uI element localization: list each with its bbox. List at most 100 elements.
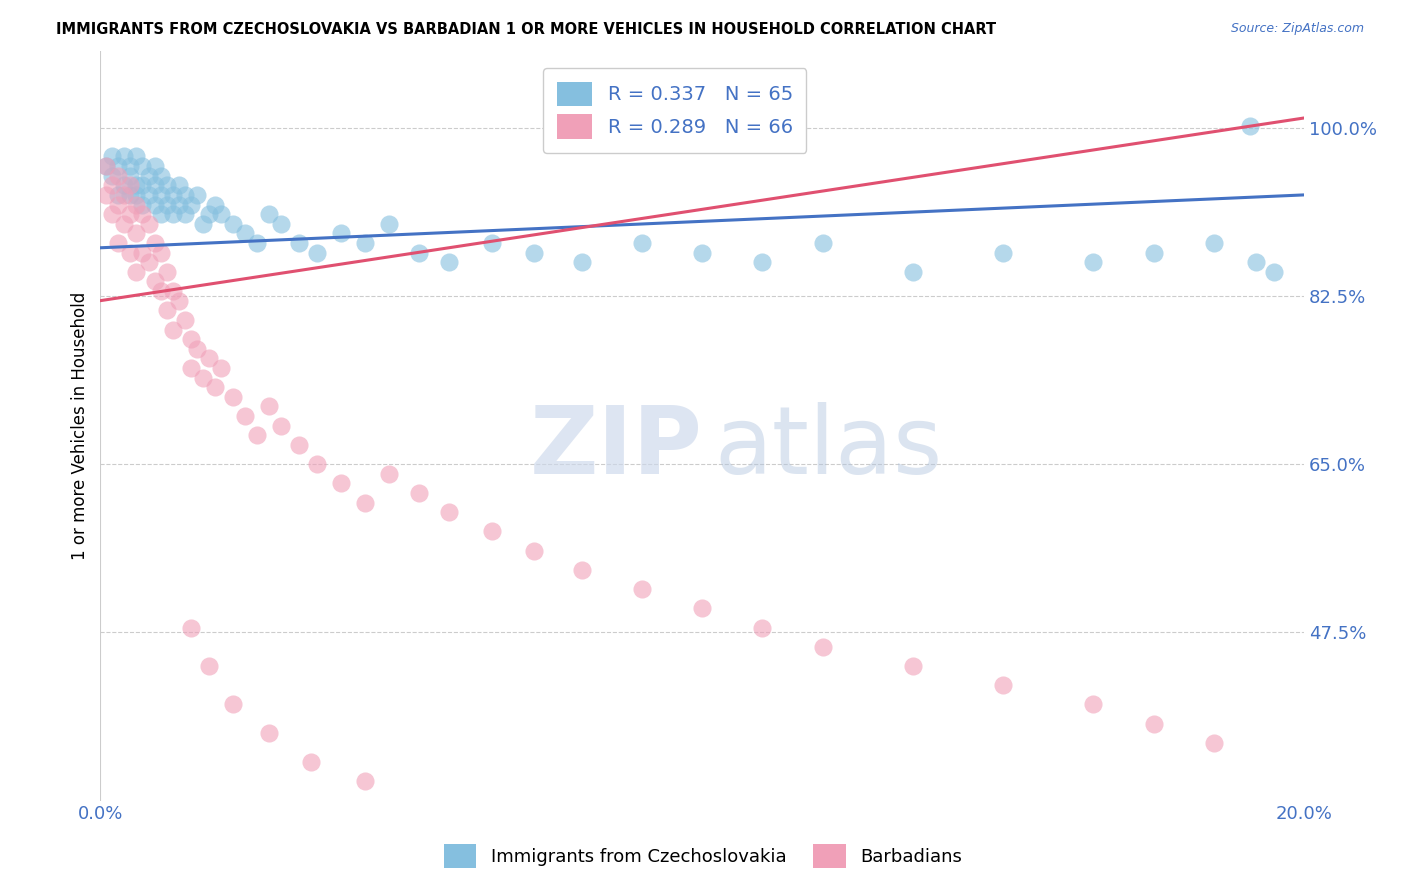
Point xyxy=(1244,255,1267,269)
Point xyxy=(149,207,172,221)
Point xyxy=(96,187,118,202)
Point xyxy=(125,178,148,193)
Point xyxy=(107,159,129,173)
Point xyxy=(112,149,135,163)
Point xyxy=(811,640,834,654)
Point xyxy=(1083,698,1105,712)
Text: atlas: atlas xyxy=(714,402,942,494)
Point xyxy=(143,159,166,173)
Point xyxy=(901,265,924,279)
Point xyxy=(354,774,377,789)
Point xyxy=(143,275,166,289)
Point xyxy=(1202,736,1225,750)
Legend: Immigrants from Czechoslovakia, Barbadians: Immigrants from Czechoslovakia, Barbadia… xyxy=(433,834,973,879)
Point xyxy=(131,178,153,193)
Point xyxy=(233,227,256,241)
Text: ZIP: ZIP xyxy=(529,402,702,494)
Point xyxy=(330,227,353,241)
Point xyxy=(107,187,129,202)
Point xyxy=(439,255,461,269)
Point xyxy=(143,197,166,211)
Point xyxy=(162,322,184,336)
Point xyxy=(257,207,280,221)
Point xyxy=(131,245,153,260)
Point xyxy=(270,217,292,231)
Point xyxy=(120,169,142,183)
Point xyxy=(149,245,172,260)
Point xyxy=(143,235,166,250)
Point xyxy=(991,245,1014,260)
Point xyxy=(571,563,593,577)
Y-axis label: 1 or more Vehicles in Household: 1 or more Vehicles in Household xyxy=(72,292,89,560)
Point xyxy=(523,245,546,260)
Point xyxy=(204,197,226,211)
Point xyxy=(408,245,430,260)
Point xyxy=(1263,265,1285,279)
Point xyxy=(1202,235,1225,250)
Point xyxy=(222,217,245,231)
Point xyxy=(173,187,195,202)
Point xyxy=(138,217,160,231)
Point xyxy=(751,621,773,635)
Point xyxy=(138,169,160,183)
Point xyxy=(120,187,142,202)
Point xyxy=(149,187,172,202)
Point xyxy=(149,284,172,298)
Legend: R = 0.337   N = 65, R = 0.289   N = 66: R = 0.337 N = 65, R = 0.289 N = 66 xyxy=(543,68,807,153)
Point xyxy=(112,187,135,202)
Point xyxy=(162,187,184,202)
Point xyxy=(901,659,924,673)
Point xyxy=(120,178,142,193)
Point xyxy=(209,207,232,221)
Point xyxy=(120,245,142,260)
Point xyxy=(143,178,166,193)
Point xyxy=(481,235,503,250)
Point xyxy=(1239,119,1261,133)
Point xyxy=(299,755,322,769)
Point xyxy=(751,255,773,269)
Point xyxy=(378,217,401,231)
Point xyxy=(173,313,195,327)
Point xyxy=(209,361,232,376)
Point xyxy=(107,235,129,250)
Point xyxy=(439,505,461,519)
Point xyxy=(120,159,142,173)
Point xyxy=(125,227,148,241)
Point xyxy=(155,197,177,211)
Point xyxy=(246,235,269,250)
Point xyxy=(288,438,311,452)
Point xyxy=(180,332,202,346)
Point xyxy=(120,207,142,221)
Point xyxy=(107,169,129,183)
Point xyxy=(155,265,177,279)
Point xyxy=(481,524,503,539)
Point xyxy=(354,235,377,250)
Point xyxy=(96,159,118,173)
Point xyxy=(197,659,219,673)
Point xyxy=(173,207,195,221)
Point xyxy=(112,217,135,231)
Point xyxy=(162,207,184,221)
Point xyxy=(101,207,124,221)
Point xyxy=(305,245,328,260)
Point xyxy=(330,476,353,491)
Point xyxy=(186,342,208,356)
Point xyxy=(1142,245,1164,260)
Point xyxy=(180,361,202,376)
Point xyxy=(191,370,214,384)
Point xyxy=(101,169,124,183)
Point xyxy=(204,380,226,394)
Point xyxy=(112,178,135,193)
Point xyxy=(305,457,328,471)
Point xyxy=(246,428,269,442)
Point xyxy=(180,621,202,635)
Point xyxy=(167,293,190,308)
Point xyxy=(101,178,124,193)
Point xyxy=(186,187,208,202)
Text: IMMIGRANTS FROM CZECHOSLOVAKIA VS BARBADIAN 1 OR MORE VEHICLES IN HOUSEHOLD CORR: IMMIGRANTS FROM CZECHOSLOVAKIA VS BARBAD… xyxy=(56,22,997,37)
Point xyxy=(125,187,148,202)
Point xyxy=(191,217,214,231)
Point xyxy=(131,207,153,221)
Point xyxy=(378,467,401,481)
Point xyxy=(107,197,129,211)
